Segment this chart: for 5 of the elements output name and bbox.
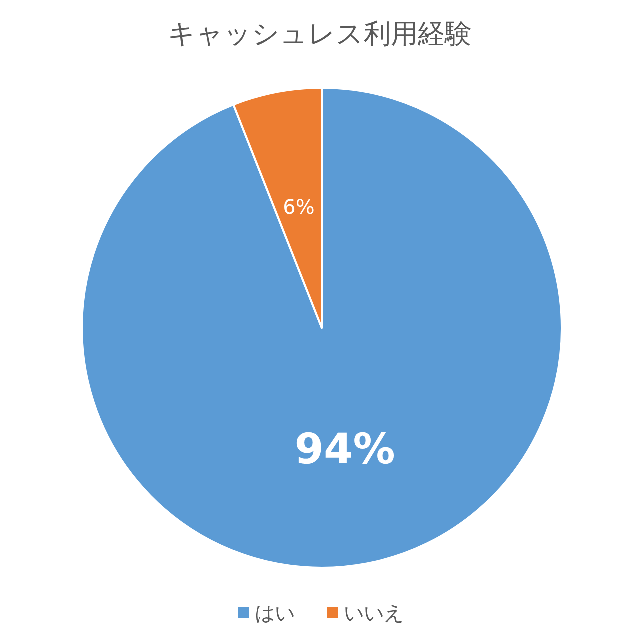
data-label: 94% [294, 424, 396, 474]
chart-title: キャッシュレス利用経験 [168, 19, 472, 50]
legend-label: はい [255, 601, 295, 625]
data-label: 6% [283, 195, 315, 220]
legend-label: いいえ [344, 601, 404, 625]
